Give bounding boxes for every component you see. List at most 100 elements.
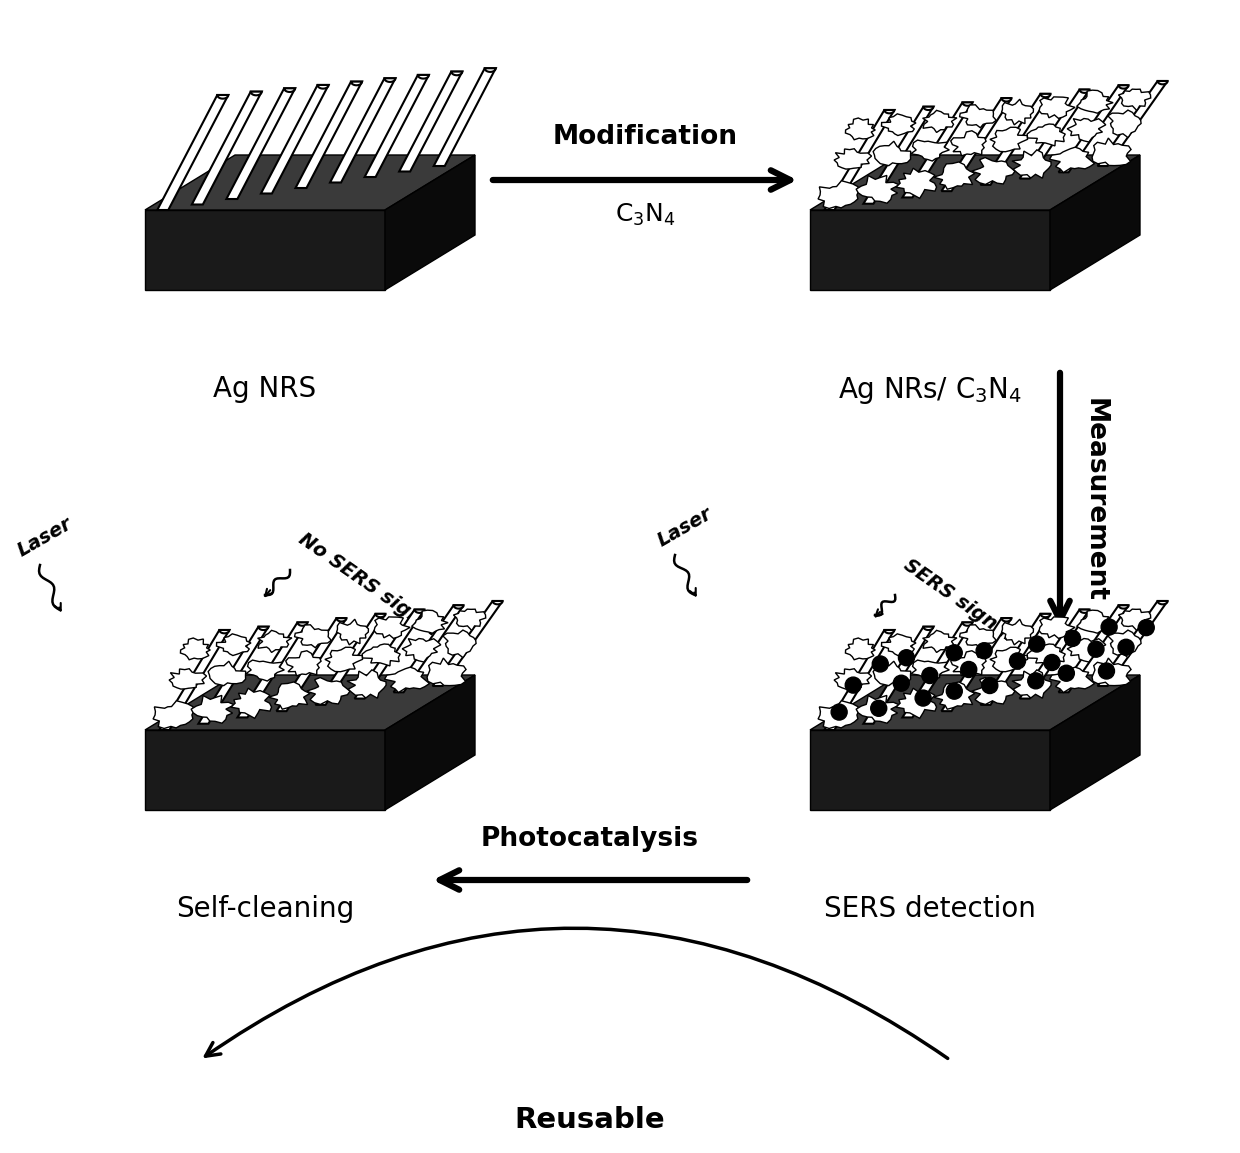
Polygon shape <box>145 675 475 730</box>
Text: Ag NRS: Ag NRS <box>213 375 316 404</box>
Circle shape <box>893 676 909 691</box>
Polygon shape <box>198 627 268 724</box>
Polygon shape <box>336 619 368 645</box>
Polygon shape <box>1012 670 1052 699</box>
Polygon shape <box>941 618 1012 711</box>
Polygon shape <box>903 623 972 717</box>
Polygon shape <box>1107 110 1141 137</box>
Polygon shape <box>433 601 502 686</box>
Polygon shape <box>873 141 910 166</box>
Polygon shape <box>971 678 1016 704</box>
Polygon shape <box>810 675 1140 730</box>
Circle shape <box>872 656 888 672</box>
Polygon shape <box>1050 155 1140 291</box>
Polygon shape <box>971 158 1016 184</box>
Polygon shape <box>1039 97 1075 119</box>
Polygon shape <box>856 695 899 723</box>
Polygon shape <box>810 155 1140 210</box>
Polygon shape <box>485 68 496 71</box>
Polygon shape <box>295 625 331 648</box>
Text: Measurement: Measurement <box>1083 398 1109 602</box>
Circle shape <box>982 678 998 693</box>
Circle shape <box>1044 655 1060 671</box>
Polygon shape <box>884 630 894 633</box>
Polygon shape <box>924 107 934 110</box>
Polygon shape <box>157 95 228 210</box>
Polygon shape <box>1097 81 1168 166</box>
Polygon shape <box>315 613 386 704</box>
Polygon shape <box>1068 119 1106 142</box>
Polygon shape <box>269 681 310 709</box>
Polygon shape <box>846 638 875 660</box>
Polygon shape <box>1118 605 1128 609</box>
Polygon shape <box>1092 138 1131 166</box>
Polygon shape <box>1019 90 1090 179</box>
Text: Photocatalysis: Photocatalysis <box>481 826 699 852</box>
Polygon shape <box>412 610 448 633</box>
Circle shape <box>921 668 937 684</box>
Polygon shape <box>1118 89 1151 111</box>
Polygon shape <box>217 634 250 656</box>
Polygon shape <box>402 639 440 662</box>
Polygon shape <box>365 75 429 178</box>
Text: Reusable: Reusable <box>515 1106 666 1135</box>
Circle shape <box>831 704 847 721</box>
Circle shape <box>1059 665 1074 681</box>
Polygon shape <box>884 110 894 113</box>
Polygon shape <box>237 623 308 717</box>
Polygon shape <box>443 630 476 657</box>
Polygon shape <box>1076 90 1114 113</box>
Polygon shape <box>1002 618 1012 621</box>
Polygon shape <box>317 85 329 89</box>
Text: Modification: Modification <box>553 125 738 150</box>
Polygon shape <box>846 118 875 140</box>
Polygon shape <box>258 627 268 630</box>
Polygon shape <box>169 669 207 689</box>
Polygon shape <box>882 634 916 656</box>
Polygon shape <box>1019 610 1090 699</box>
Polygon shape <box>1118 609 1151 631</box>
Circle shape <box>1009 653 1025 669</box>
Text: Self-cleaning: Self-cleaning <box>176 895 355 924</box>
Polygon shape <box>454 609 486 631</box>
Polygon shape <box>384 675 475 811</box>
Text: No SERS signal: No SERS signal <box>295 529 441 640</box>
Polygon shape <box>347 670 386 699</box>
Polygon shape <box>1050 675 1140 811</box>
Polygon shape <box>376 613 386 617</box>
Polygon shape <box>962 623 972 626</box>
Text: Laser: Laser <box>655 504 715 550</box>
Polygon shape <box>1002 99 1033 125</box>
Polygon shape <box>941 98 1012 191</box>
Polygon shape <box>384 155 475 291</box>
Polygon shape <box>863 107 934 204</box>
Circle shape <box>1028 673 1044 688</box>
Polygon shape <box>990 127 1028 152</box>
Polygon shape <box>285 650 321 676</box>
Polygon shape <box>492 601 502 604</box>
Polygon shape <box>1080 90 1090 93</box>
Polygon shape <box>960 105 996 128</box>
Polygon shape <box>825 630 894 730</box>
Polygon shape <box>227 89 295 199</box>
Circle shape <box>1138 619 1154 635</box>
Polygon shape <box>277 618 346 711</box>
Polygon shape <box>1158 81 1168 84</box>
Polygon shape <box>451 71 463 75</box>
Polygon shape <box>191 695 234 723</box>
Polygon shape <box>160 630 229 730</box>
Polygon shape <box>454 605 464 609</box>
Text: SERS detection: SERS detection <box>825 895 1035 924</box>
Polygon shape <box>298 623 308 626</box>
Polygon shape <box>923 111 957 133</box>
Polygon shape <box>1092 658 1131 686</box>
Polygon shape <box>399 71 463 172</box>
Polygon shape <box>1027 645 1065 666</box>
Polygon shape <box>306 678 350 704</box>
Circle shape <box>1065 631 1080 647</box>
Polygon shape <box>258 631 291 653</box>
Polygon shape <box>951 130 986 156</box>
Polygon shape <box>192 91 262 204</box>
Polygon shape <box>145 730 384 811</box>
Polygon shape <box>825 110 894 210</box>
